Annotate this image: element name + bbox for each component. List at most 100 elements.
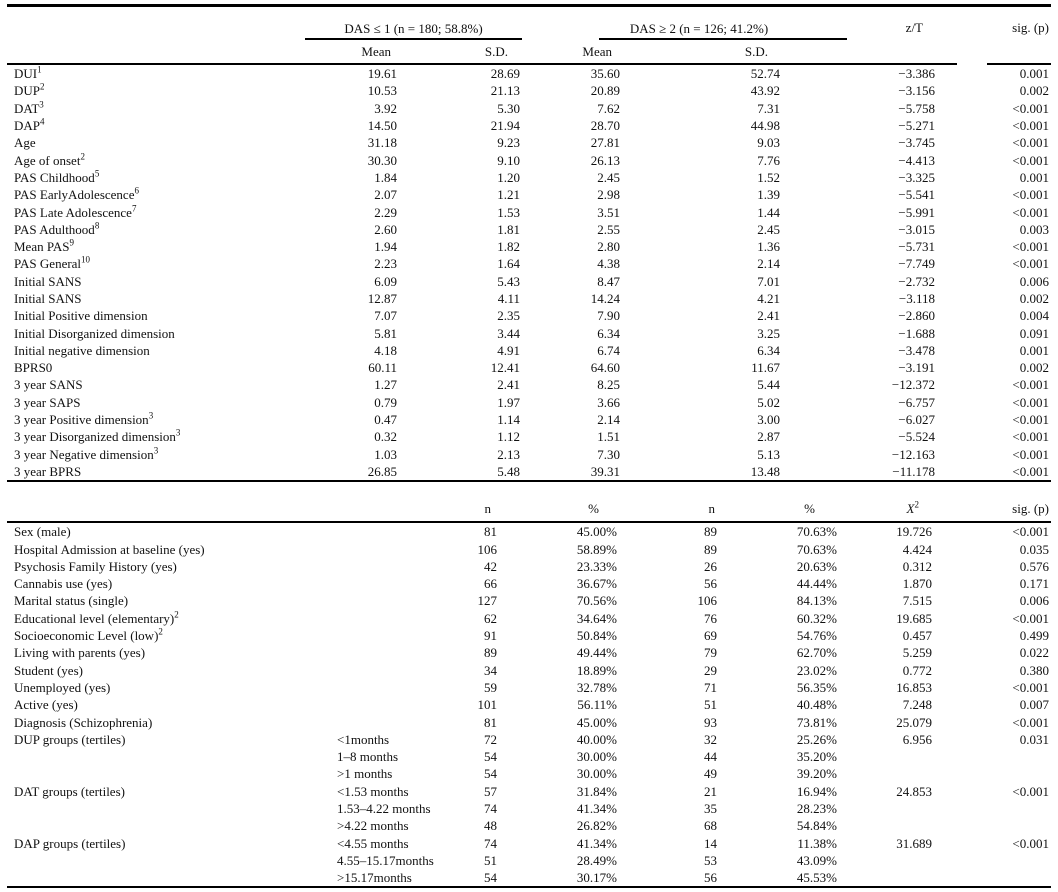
cell-mean-group1: 2.60 [374, 221, 397, 237]
empty-cell [957, 482, 987, 524]
cell-sd-group2: 5.13 [757, 446, 780, 462]
cell-sig: <0.001 [1012, 835, 1049, 851]
cell-zt: −5.991 [898, 204, 935, 220]
table-row: Socioeconomic Level (low)2 91 50.84% 69 54.7… [7, 627, 1051, 644]
rule-gap-cell [957, 852, 987, 869]
cell-pct-group2: 54.84% [796, 818, 837, 834]
row-label [7, 748, 329, 765]
cell-sig: 0.002 [1019, 83, 1049, 99]
cell-zt: −3.745 [898, 135, 935, 151]
table-row: DAT groups (tertiles) <1.53 months 57 31.84… [7, 783, 1051, 800]
table-row: PAS EarlyAdolescence6 2.07 1.21 2.98 1.39 −5.… [7, 186, 1051, 203]
rule-gap-cell [957, 462, 987, 483]
table-row: 4.55–15.17months 51 28.49% 53 43.09% [7, 852, 1051, 869]
row-sublabel [329, 679, 429, 696]
table-row: Active (yes) 101 56.11% 51 40.48% 7.248 0.007 [7, 696, 1051, 713]
cell-zt: −3.191 [898, 360, 935, 376]
cell-chi-square: 1.870 [902, 576, 932, 592]
chi-symbol: X [906, 501, 915, 517]
col-header-mean-group2: Mean [522, 40, 622, 65]
cell-sig: <0.001 [987, 462, 1051, 483]
cell-pct-group2: 45.53% [719, 869, 839, 889]
cell-zt: −5.524 [898, 429, 935, 445]
row-sublabel: 4.55–15.17months [337, 852, 434, 868]
table-row: Cannabis use (yes) 66 36.67% 56 44.44% 1.870 0… [7, 575, 1051, 592]
row-sublabel [329, 610, 429, 627]
cell-sig: <0.001 [1012, 152, 1049, 168]
col-header-chi-square: X2 [839, 482, 957, 524]
cell-chi-square: 24.853 [896, 783, 932, 799]
cell-sig: <0.001 [1012, 100, 1049, 116]
cell-sig: 0.022 [1019, 645, 1049, 661]
rule-gap-cell [957, 713, 987, 730]
row-sublabel [329, 592, 429, 609]
cell-sig: 0.001 [1019, 66, 1049, 82]
cell-sd-group1: 3.44 [497, 325, 520, 341]
cell-sig: 0.003 [1019, 221, 1049, 237]
cell-mean-group2: 6.74 [597, 342, 620, 358]
cell-chi-square: 0.457 [902, 628, 932, 644]
table-row: Diagnosis (Schizophrenia) 81 45.00% 93 73.81… [7, 713, 1051, 730]
row-sublabel: <1.53 months [337, 783, 409, 799]
cell-n-group2: 106 [697, 593, 718, 609]
cell-mean-group2: 7.90 [597, 308, 620, 324]
cell-mean-group1: 2.07 [374, 187, 397, 203]
cell-sig: 0.002 [1019, 360, 1049, 376]
cell-zt: −3.386 [898, 66, 935, 82]
categorical-rows: Sex (male) 81 45.00% 89 70.63% 19.726 <0.001 Ho… [7, 522, 1051, 889]
group1-header-cell: DAS ≤ 1 (n = 180; 58.8%) [305, 4, 522, 40]
cell-mean-group2: 28.70 [590, 118, 620, 134]
row-sublabel: <1months [337, 731, 390, 747]
cell-n-group1: 59 [484, 679, 497, 695]
cell-pct-group1: 70.56% [576, 593, 617, 609]
cell-n-group1: 72 [484, 731, 497, 747]
table-row: Initial SANS 12.87 4.11 14.24 4.21 −3.118 0.00… [7, 290, 1051, 307]
cell-zt: −2.732 [898, 273, 935, 289]
rule-gap-cell [957, 610, 987, 627]
rule-gap-cell [957, 342, 987, 359]
cell-n-group2: 69 [704, 628, 717, 644]
cell-sig: 0.171 [1019, 576, 1049, 592]
cell-mean-group2: 3.51 [597, 204, 620, 220]
table-row: DUP2 10.53 21.13 20.89 43.92 −3.156 0.002 [7, 82, 1051, 99]
row-label: Initial negative dimension [14, 342, 150, 358]
cell-sd-group2: 6.34 [757, 342, 780, 358]
cell-n-group1: 54 [429, 869, 499, 889]
row-label: 3 year SANS [14, 377, 83, 393]
cell-n-group1: 54 [484, 749, 497, 765]
cell-mean-group2: 6.34 [597, 325, 620, 341]
table-row: 3 year SANS 1.27 2.41 8.25 5.44 −12.372 <0.001 [7, 376, 1051, 393]
cell-pct-group1: 40.00% [576, 731, 617, 747]
cell-mean-group1: 60.11 [368, 360, 397, 376]
cell-mean-group1: 6.09 [374, 273, 397, 289]
rule-gap-cell [957, 82, 987, 99]
cell-n-group1: 57 [484, 783, 497, 799]
col-header-sig2: sig. (p) [987, 482, 1051, 524]
rule-gap-cell [957, 731, 987, 748]
cell-sd-group1: 1.53 [497, 204, 520, 220]
cell-sd-group1: 12.41 [490, 360, 520, 376]
row-label: Socioeconomic Level (low)2 [14, 626, 163, 644]
cell-chi-square: 7.248 [902, 697, 932, 713]
cell-mean-group1: 0.32 [374, 429, 397, 445]
table-row: 3 year BPRS 26.85 5.48 39.31 13.48 −11.178 <0.… [7, 462, 1051, 483]
col-header-pct-group2: % [719, 482, 839, 524]
row-sublabel [329, 713, 429, 730]
cell-n-group1: 127 [477, 593, 498, 609]
cell-sig: <0.001 [1012, 377, 1049, 393]
empty-cell [987, 40, 1051, 65]
cell-mean-group2: 7.30 [597, 446, 620, 462]
cell-sig: 0.031 [1019, 731, 1049, 747]
row-sublabel: >4.22 months [337, 818, 409, 834]
cell-mean-group1: 31.18 [367, 135, 397, 151]
group2-header: DAS ≥ 2 (n = 126; 41.2%) [599, 7, 847, 40]
header-gap-cell [957, 4, 987, 40]
table-row: 1–8 months 54 30.00% 44 35.20% [7, 748, 1051, 765]
cell-mean-group2: 2.14 [597, 412, 620, 428]
cell-sd-group1: 1.97 [497, 394, 520, 410]
cell-pct-group2: 39.20% [796, 766, 837, 782]
categorical-header-row: n % n % X2 sig. (p) [7, 482, 1051, 524]
cell-n-group2: 44 [704, 749, 717, 765]
cell-sig: 0.007 [1019, 697, 1049, 713]
